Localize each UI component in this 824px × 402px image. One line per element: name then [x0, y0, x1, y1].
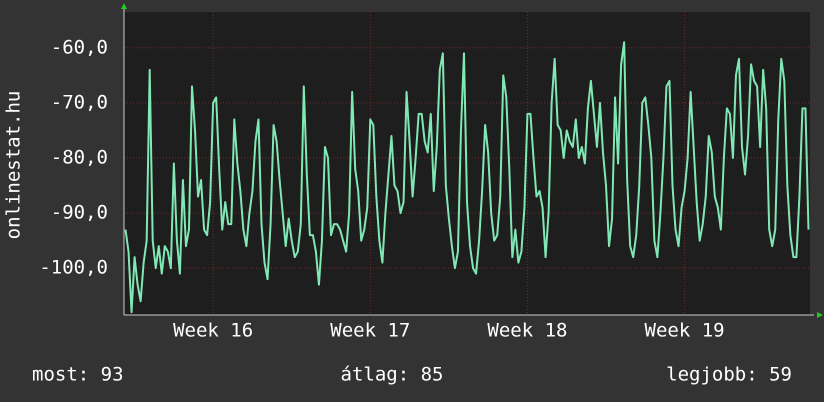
- x-tick-label: Week 19: [645, 320, 725, 342]
- y-tick-label: -70,0: [51, 91, 108, 113]
- x-tick-label: Week 17: [330, 320, 410, 342]
- summary-best: legjobb: 59: [666, 364, 792, 386]
- y-axis-label: onlinestat.hu: [3, 91, 25, 240]
- x-tick-label: Week 16: [173, 320, 253, 342]
- x-axis-arrow: [817, 312, 823, 318]
- y-tick-label: -60,0: [51, 36, 108, 58]
- y-tick-label: -90,0: [51, 202, 108, 224]
- y-tick-label: -100,0: [39, 257, 108, 279]
- y-tick-label: -80,0: [51, 146, 108, 168]
- summary-average: átlag: 85: [341, 364, 444, 386]
- x-tick-label: Week 18: [487, 320, 567, 342]
- data-line: [124, 41, 810, 314]
- y-axis-arrow: [121, 3, 127, 9]
- summary-current: most: 93: [32, 364, 124, 386]
